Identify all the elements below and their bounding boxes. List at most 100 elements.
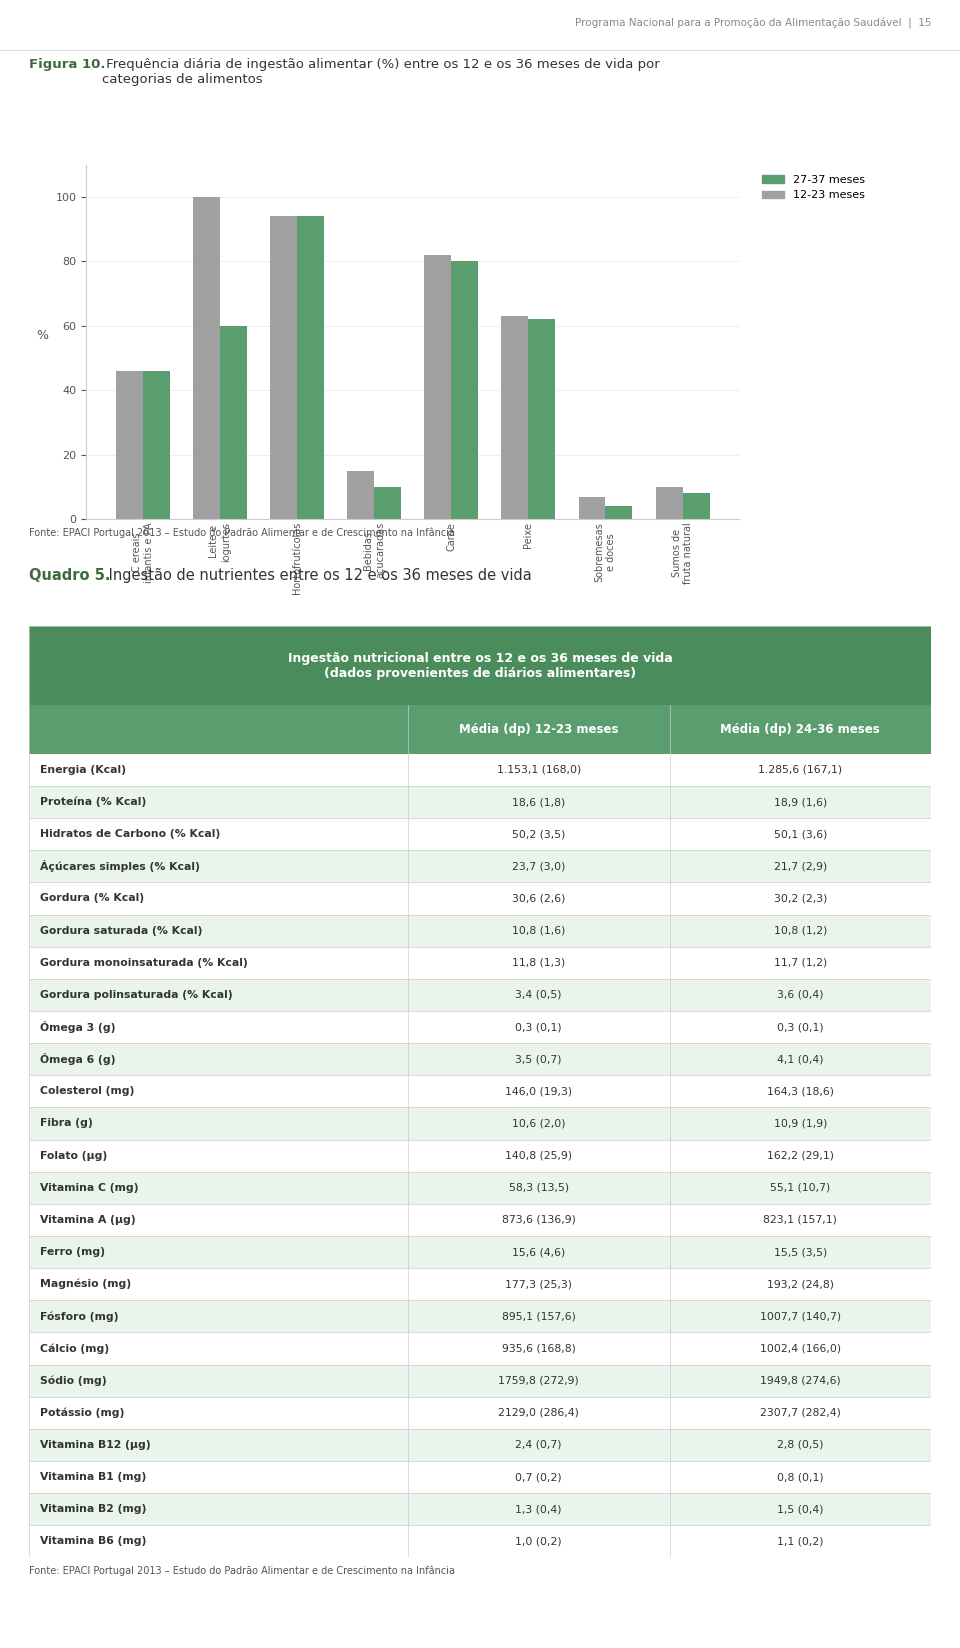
Bar bbox=[656, 486, 683, 519]
Text: 935,6 (168,8): 935,6 (168,8) bbox=[502, 1343, 576, 1353]
Text: Gordura (% Kcal): Gordura (% Kcal) bbox=[39, 893, 144, 903]
Text: 30,6 (2,6): 30,6 (2,6) bbox=[512, 893, 565, 903]
Bar bbox=[29, 1107, 931, 1139]
Bar bbox=[29, 1043, 931, 1074]
Text: 1007,7 (140,7): 1007,7 (140,7) bbox=[759, 1312, 841, 1322]
Bar bbox=[143, 371, 170, 519]
Bar bbox=[29, 786, 931, 817]
Bar bbox=[29, 1493, 931, 1524]
Text: 140,8 (25,9): 140,8 (25,9) bbox=[505, 1150, 572, 1160]
Text: 10,9 (1,9): 10,9 (1,9) bbox=[774, 1119, 827, 1129]
Bar bbox=[29, 1203, 931, 1236]
Bar bbox=[29, 753, 931, 786]
Text: Vitamina B1 (mg): Vitamina B1 (mg) bbox=[39, 1472, 146, 1482]
Text: Folato (μg): Folato (μg) bbox=[39, 1150, 107, 1160]
Text: Fósforo (mg): Fósforo (mg) bbox=[39, 1312, 118, 1322]
Text: 3,6 (0,4): 3,6 (0,4) bbox=[777, 990, 824, 1000]
Text: Média (dp) 24-36 meses: Média (dp) 24-36 meses bbox=[720, 723, 880, 737]
Text: 10,6 (2,0): 10,6 (2,0) bbox=[512, 1119, 565, 1129]
Bar bbox=[29, 817, 931, 850]
Text: Ómega 3 (g): Ómega 3 (g) bbox=[39, 1022, 115, 1033]
Bar bbox=[193, 198, 220, 519]
Text: 50,2 (3,5): 50,2 (3,5) bbox=[512, 829, 565, 839]
Text: Gordura polinsaturada (% Kcal): Gordura polinsaturada (% Kcal) bbox=[39, 990, 232, 1000]
Text: 55,1 (10,7): 55,1 (10,7) bbox=[770, 1183, 830, 1193]
Text: 2307,7 (282,4): 2307,7 (282,4) bbox=[760, 1407, 841, 1417]
Bar bbox=[683, 493, 709, 519]
Text: Energia (Kcal): Energia (Kcal) bbox=[39, 765, 126, 775]
Text: 1,5 (0,4): 1,5 (0,4) bbox=[777, 1505, 824, 1515]
Bar bbox=[501, 316, 528, 519]
Bar bbox=[29, 1139, 931, 1172]
Text: Potássio (mg): Potássio (mg) bbox=[39, 1407, 124, 1417]
Bar bbox=[579, 496, 606, 519]
Text: 164,3 (18,6): 164,3 (18,6) bbox=[767, 1086, 834, 1096]
Text: 162,2 (29,1): 162,2 (29,1) bbox=[767, 1150, 834, 1160]
Bar bbox=[29, 1524, 931, 1557]
Bar bbox=[116, 371, 143, 519]
Bar bbox=[29, 1010, 931, 1043]
Bar bbox=[29, 1365, 931, 1396]
Bar bbox=[29, 626, 931, 705]
Bar bbox=[528, 320, 556, 519]
Text: Vitamina A (μg): Vitamina A (μg) bbox=[39, 1215, 135, 1224]
Text: Áçúcares simples (% Kcal): Áçúcares simples (% Kcal) bbox=[39, 860, 200, 872]
Text: 21,7 (2,9): 21,7 (2,9) bbox=[774, 862, 827, 872]
Text: 58,3 (13,5): 58,3 (13,5) bbox=[509, 1183, 568, 1193]
Text: 0,8 (0,1): 0,8 (0,1) bbox=[777, 1472, 824, 1482]
Text: 15,6 (4,6): 15,6 (4,6) bbox=[512, 1248, 565, 1257]
Bar bbox=[29, 1460, 931, 1493]
Text: 18,6 (1,8): 18,6 (1,8) bbox=[512, 798, 565, 808]
Text: 1.153,1 (168,0): 1.153,1 (168,0) bbox=[496, 765, 581, 775]
Text: Fibra (g): Fibra (g) bbox=[39, 1119, 92, 1129]
Text: 895,1 (157,6): 895,1 (157,6) bbox=[502, 1312, 576, 1322]
Bar bbox=[29, 979, 931, 1010]
Text: 3,5 (0,7): 3,5 (0,7) bbox=[516, 1055, 562, 1065]
Text: Hidratos de Carbono (% Kcal): Hidratos de Carbono (% Kcal) bbox=[39, 829, 220, 839]
Text: Quadro 5.: Quadro 5. bbox=[29, 569, 110, 583]
Bar bbox=[29, 946, 931, 979]
Text: 1002,4 (166,0): 1002,4 (166,0) bbox=[759, 1343, 841, 1353]
Text: 2129,0 (286,4): 2129,0 (286,4) bbox=[498, 1407, 579, 1417]
Bar bbox=[29, 850, 931, 882]
Text: 193,2 (24,8): 193,2 (24,8) bbox=[767, 1279, 834, 1289]
Legend: 27-37 meses, 12-23 meses: 27-37 meses, 12-23 meses bbox=[757, 170, 870, 204]
Text: Frequência diária de ingestão alimentar (%) entre os 12 e os 36 meses de vida po: Frequência diária de ingestão alimentar … bbox=[102, 58, 660, 86]
Text: Ómega 6 (g): Ómega 6 (g) bbox=[39, 1053, 115, 1065]
Text: Ferro (mg): Ferro (mg) bbox=[39, 1248, 105, 1257]
Text: 1,3 (0,4): 1,3 (0,4) bbox=[516, 1505, 562, 1515]
Text: Gordura monoinsaturada (% Kcal): Gordura monoinsaturada (% Kcal) bbox=[39, 957, 248, 967]
Text: Vitamina B2 (mg): Vitamina B2 (mg) bbox=[39, 1505, 146, 1515]
Bar bbox=[29, 1396, 931, 1429]
Bar bbox=[29, 915, 931, 946]
Text: 873,6 (136,9): 873,6 (136,9) bbox=[502, 1215, 576, 1224]
Text: Vitamina B6 (mg): Vitamina B6 (mg) bbox=[39, 1536, 146, 1546]
Text: Magnésio (mg): Magnésio (mg) bbox=[39, 1279, 131, 1289]
Text: Gordura saturada (% Kcal): Gordura saturada (% Kcal) bbox=[39, 926, 202, 936]
Text: Ingestão de nutrientes entre os 12 e os 36 meses de vida: Ingestão de nutrientes entre os 12 e os … bbox=[105, 569, 532, 583]
Text: 1.285,6 (167,1): 1.285,6 (167,1) bbox=[758, 765, 843, 775]
Text: 23,7 (3,0): 23,7 (3,0) bbox=[512, 862, 565, 872]
Text: 10,8 (1,2): 10,8 (1,2) bbox=[774, 926, 827, 936]
Bar bbox=[29, 705, 931, 753]
Text: 30,2 (2,3): 30,2 (2,3) bbox=[774, 893, 827, 903]
Y-axis label: %: % bbox=[36, 330, 48, 343]
Text: 18,9 (1,6): 18,9 (1,6) bbox=[774, 798, 827, 808]
Text: 1949,8 (274,6): 1949,8 (274,6) bbox=[760, 1376, 841, 1386]
Bar bbox=[29, 1236, 931, 1267]
Text: 823,1 (157,1): 823,1 (157,1) bbox=[763, 1215, 837, 1224]
Bar bbox=[29, 1074, 931, 1107]
Text: Ingestão nutricional entre os 12 e os 36 meses de vida
(dados provenientes de di: Ingestão nutricional entre os 12 e os 36… bbox=[288, 653, 672, 681]
Text: 15,5 (3,5): 15,5 (3,5) bbox=[774, 1248, 827, 1257]
Text: Proteína (% Kcal): Proteína (% Kcal) bbox=[39, 796, 146, 808]
Text: Colesterol (mg): Colesterol (mg) bbox=[39, 1086, 134, 1096]
Bar bbox=[424, 255, 451, 519]
Bar bbox=[29, 1429, 931, 1460]
Bar bbox=[348, 471, 374, 519]
Text: Fonte: EPACI Portugal 2013 – Estudo do Padrão Alimentar e de Crescimento na Infâ: Fonte: EPACI Portugal 2013 – Estudo do P… bbox=[29, 1566, 455, 1577]
Text: 0,3 (0,1): 0,3 (0,1) bbox=[516, 1022, 562, 1032]
Text: 1,1 (0,2): 1,1 (0,2) bbox=[777, 1536, 824, 1546]
Text: 2,4 (0,7): 2,4 (0,7) bbox=[516, 1440, 562, 1450]
Text: 2,8 (0,5): 2,8 (0,5) bbox=[777, 1440, 824, 1450]
Text: Vitamina B12 (μg): Vitamina B12 (μg) bbox=[39, 1440, 151, 1450]
